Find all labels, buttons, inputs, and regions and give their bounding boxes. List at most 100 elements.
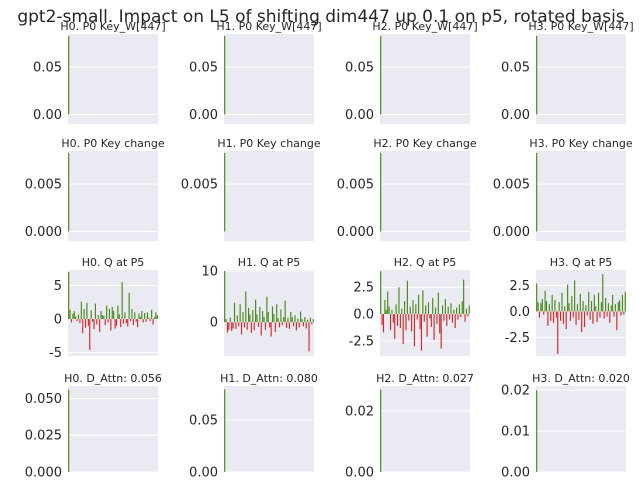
bar (433, 314, 435, 340)
bar (575, 311, 577, 325)
bar (134, 312, 136, 320)
y-tick-label: 0 (54, 313, 62, 328)
y-tick-label: 5 (54, 279, 62, 294)
bar (97, 315, 99, 320)
bar (302, 322, 305, 327)
bar (398, 287, 400, 315)
bar (536, 390, 538, 472)
bar (396, 314, 399, 326)
y-tick-label: 0.005 (493, 178, 530, 193)
bar (101, 315, 104, 320)
plot-area (380, 270, 470, 356)
bar (294, 315, 296, 323)
bar (80, 301, 82, 320)
bar (401, 308, 403, 315)
subplot-title: H0. P0 Key change (61, 137, 165, 150)
subplot-title: H1. Q at P5 (238, 256, 301, 269)
bar (83, 308, 85, 320)
bar (84, 319, 87, 328)
bar (76, 319, 78, 322)
bar (562, 311, 564, 324)
bar (422, 290, 424, 315)
bar (550, 311, 552, 321)
bar (388, 306, 390, 315)
bar (94, 303, 96, 320)
bar (297, 318, 299, 323)
subplot-title: H2. Q at P5 (394, 256, 457, 269)
subplot-title: H3. D_Attn: 0.020 (532, 372, 630, 385)
bar (394, 314, 396, 339)
bar (454, 314, 456, 329)
y-tick-label: 0.005 (25, 178, 62, 193)
bar (579, 293, 581, 312)
subplot-9: 5 0 -5 H0. Q at P5 (49, 256, 158, 361)
bar (291, 317, 293, 323)
bar (79, 319, 81, 324)
bar (68, 152, 70, 232)
bar (229, 317, 231, 323)
bar (405, 314, 407, 331)
bar (382, 314, 385, 333)
bar (89, 319, 91, 350)
bar (413, 314, 416, 347)
y-tick-label: 0.000 (337, 225, 374, 240)
bar (614, 304, 617, 312)
bar (271, 306, 274, 323)
bar (457, 314, 459, 320)
plot-area (380, 386, 470, 472)
bar (152, 319, 154, 325)
bar (561, 292, 563, 312)
bar (225, 319, 227, 323)
subplot-title: H2. D_Attn: 0.027 (376, 372, 474, 385)
bar (248, 307, 250, 323)
y-tick-label: 0.00 (345, 108, 374, 123)
bar (138, 313, 140, 320)
plot-area (380, 151, 470, 241)
bar (250, 322, 252, 333)
bar (384, 300, 386, 315)
bar (434, 307, 437, 315)
bar (278, 322, 281, 328)
bar (554, 300, 556, 312)
bar (93, 319, 95, 330)
subplot-4: 0.00 0.05 H3. P0 Key_W[447] (501, 20, 634, 124)
y-tick-label: 0.02 (501, 384, 530, 399)
bar (238, 322, 240, 327)
bar (113, 310, 115, 320)
bar (551, 294, 553, 312)
plot-area (68, 270, 158, 356)
bar (391, 309, 393, 315)
bar (609, 311, 611, 323)
bar (381, 314, 383, 325)
plot-area (68, 151, 158, 241)
bar (287, 317, 289, 323)
bar (118, 314, 120, 320)
bar (436, 314, 438, 324)
y-tick-label: 0.025 (25, 429, 62, 444)
y-tick-label: -2.5 (349, 334, 374, 349)
bar (419, 314, 421, 330)
bar (304, 317, 306, 323)
bar (426, 314, 428, 337)
bar (77, 314, 80, 320)
bar (616, 311, 618, 331)
bar (557, 311, 559, 354)
bar (100, 310, 102, 320)
bar (300, 311, 302, 323)
y-tick-label: 2.5 (353, 281, 374, 296)
bar (277, 318, 279, 323)
bar (305, 322, 307, 329)
bar (567, 284, 569, 312)
subplot-12: 2.5 0.0 -2.5 H3. Q at P5 (505, 256, 626, 356)
bar (590, 301, 593, 312)
bar (380, 389, 382, 472)
bar (395, 304, 397, 315)
bar (427, 302, 430, 315)
bar (599, 311, 601, 318)
bar (595, 306, 597, 312)
bar (418, 294, 420, 315)
bar (385, 309, 387, 315)
plot-area (224, 386, 314, 472)
bar (307, 319, 309, 323)
bar (576, 304, 579, 312)
